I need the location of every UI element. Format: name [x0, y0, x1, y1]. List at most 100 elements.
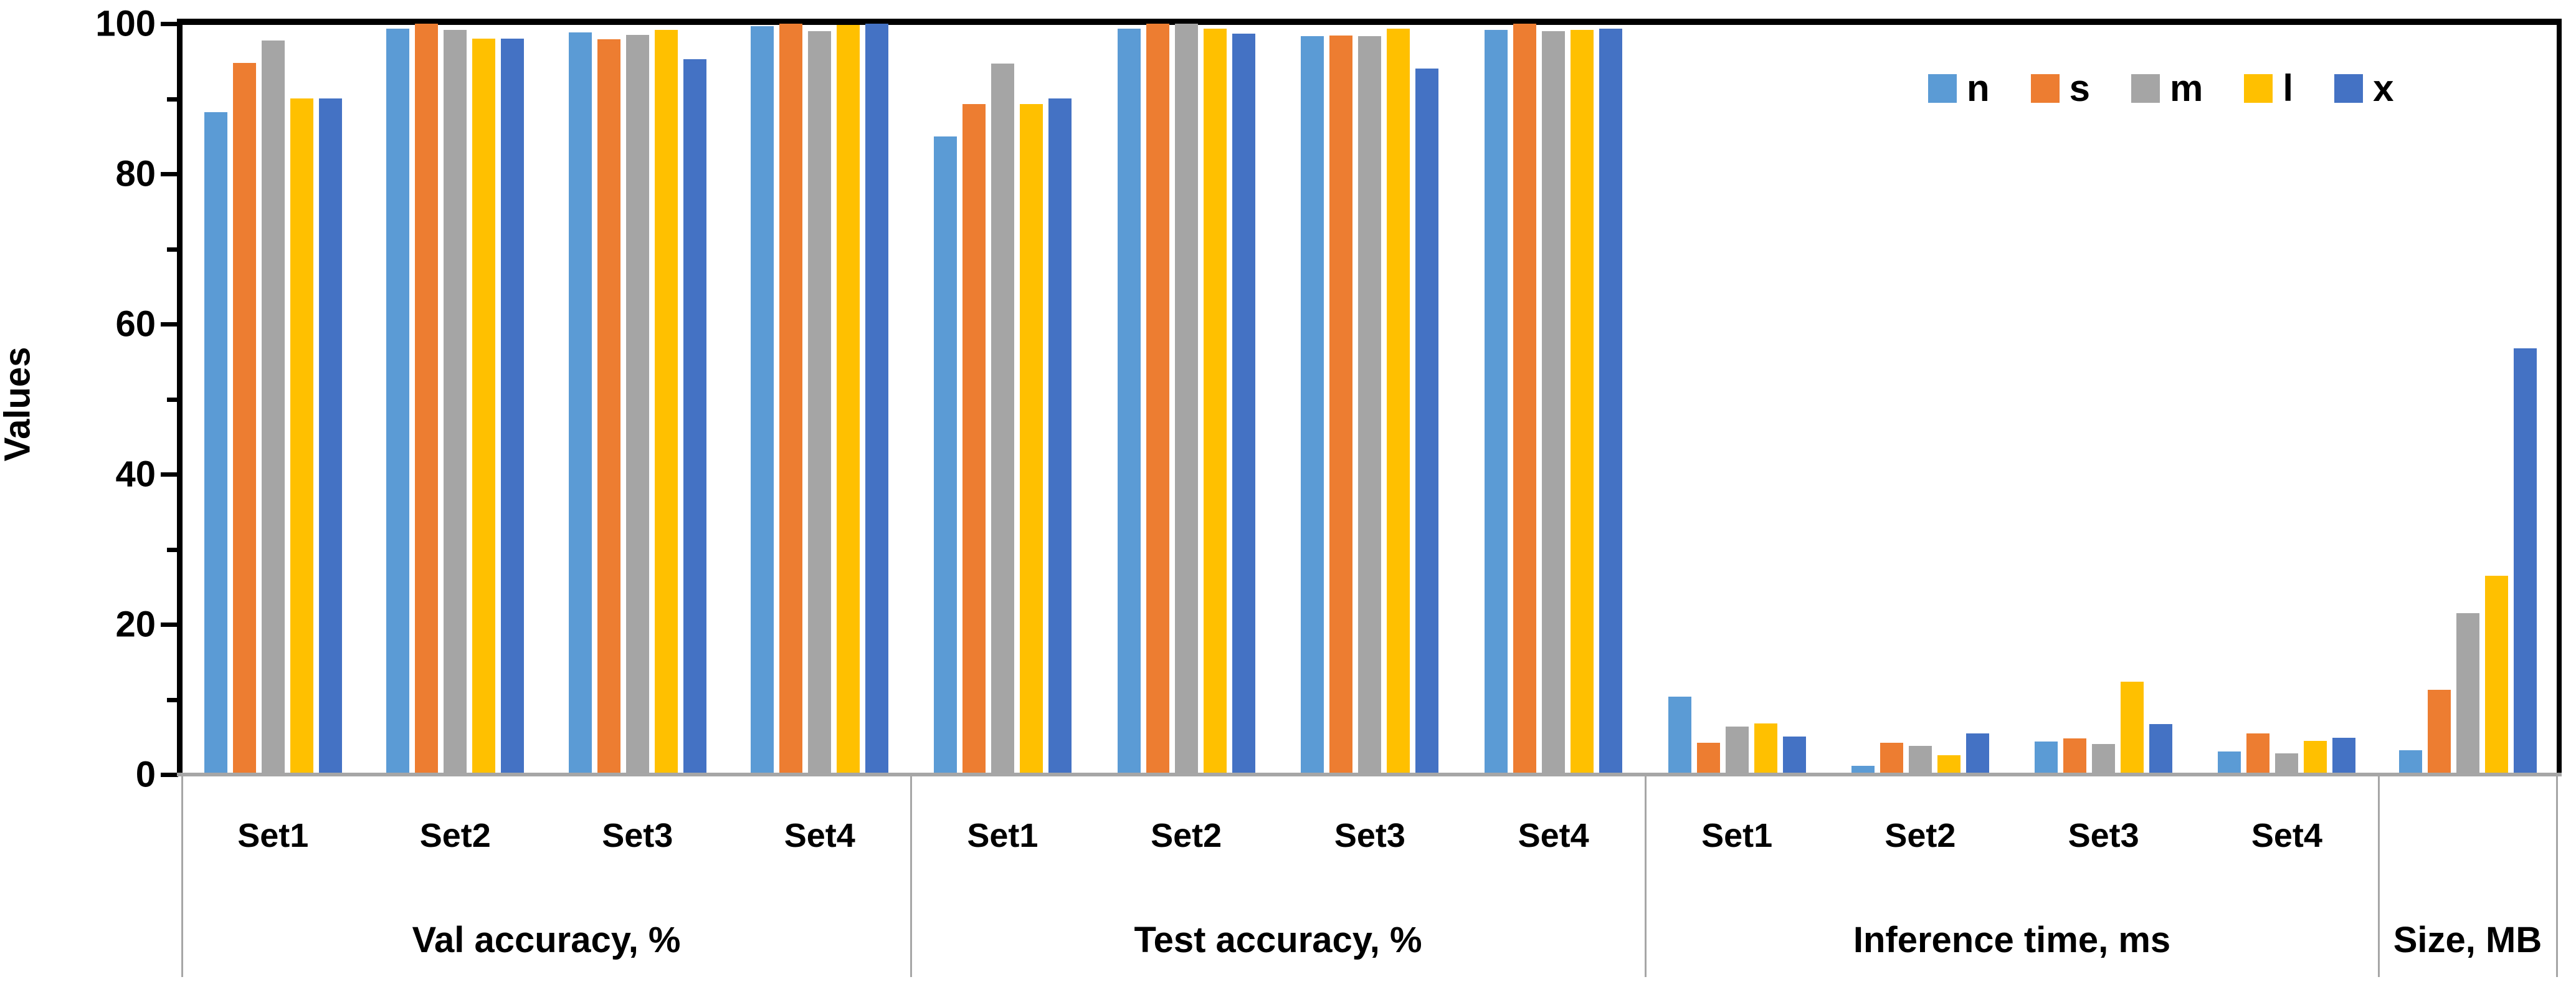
bar-s	[415, 24, 438, 775]
bar-x	[865, 24, 888, 775]
legend-item: s	[2030, 67, 2091, 109]
y-tick-label: 20	[115, 604, 156, 645]
bar-n	[569, 32, 592, 775]
y-axis-title: Values	[0, 346, 38, 462]
bar-l	[472, 39, 495, 775]
y-major-tick	[161, 773, 178, 777]
y-major-tick	[161, 322, 178, 327]
bar-n	[2399, 750, 2422, 775]
bar-m	[2092, 744, 2115, 775]
y-major-tick	[161, 623, 178, 627]
bar-l	[1937, 755, 1961, 775]
bar-s	[2428, 690, 2451, 775]
y-tick-label: 0	[135, 754, 156, 795]
bar-l	[837, 25, 860, 775]
bar-m	[1909, 746, 1932, 775]
legend-swatch-n	[1928, 74, 1957, 103]
bar-s	[2246, 733, 2269, 775]
y-tick-label: 60	[115, 303, 156, 345]
group-label: Test accuracy, %	[1134, 920, 1422, 960]
y-major-tick	[161, 472, 178, 477]
bar-x	[1048, 98, 1072, 775]
group-divider	[2556, 776, 2558, 977]
category-label: Set4	[784, 817, 855, 854]
legend-item: m	[2131, 70, 2203, 107]
bar-s	[233, 63, 256, 775]
group-label: Val accuracy, %	[412, 920, 681, 960]
bar-x	[2514, 348, 2537, 775]
category-label: Set1	[967, 817, 1038, 854]
legend-swatch-m	[2131, 74, 2160, 103]
group-divider	[910, 776, 912, 977]
bar-l	[1571, 30, 1594, 775]
legend-swatch-l	[2244, 74, 2273, 103]
y-minor-tick	[167, 397, 178, 402]
legend-label: l	[2283, 67, 2294, 109]
legend-label: x	[2373, 67, 2394, 109]
bar-x	[2332, 738, 2355, 775]
bar-n	[1301, 36, 1324, 775]
bar-m	[1726, 727, 1749, 775]
legend-item: n	[1928, 70, 1990, 107]
bar-n	[1668, 697, 1691, 775]
group-divider	[2378, 776, 2380, 977]
bar-x	[2149, 724, 2172, 775]
bar-m	[626, 35, 649, 775]
group-divider	[181, 776, 183, 977]
category-label: Set2	[1151, 817, 1222, 854]
y-major-tick	[161, 172, 178, 176]
bar-m	[2275, 753, 2298, 775]
category-label: Set2	[419, 817, 491, 854]
bar-l	[2121, 682, 2144, 775]
bar-s	[1513, 24, 1536, 775]
bar-n	[1485, 30, 1508, 775]
category-label: Set1	[1701, 817, 1773, 854]
y-minor-tick	[167, 97, 178, 102]
bar-m	[1358, 36, 1381, 775]
bar-l	[655, 30, 678, 775]
bar-s	[597, 39, 620, 775]
y-major-tick	[161, 22, 178, 26]
bar-s	[1880, 743, 1903, 775]
bar-n	[2035, 742, 2058, 775]
bar-n	[934, 136, 957, 775]
legend-item: x	[2334, 70, 2393, 107]
category-label: Set2	[1884, 817, 1956, 854]
bar-s	[1697, 743, 1720, 775]
bar-x	[1232, 34, 1255, 775]
bar-n	[751, 26, 774, 775]
x-axis-line	[177, 773, 2562, 776]
y-tick-label: 80	[115, 153, 156, 194]
bar-x	[1783, 737, 1806, 775]
legend-swatch-x	[2334, 74, 2364, 103]
category-label: Set3	[2068, 817, 2139, 854]
bar-l	[1387, 29, 1410, 775]
y-minor-tick	[167, 547, 178, 552]
group-label: Size, MB	[2393, 920, 2542, 960]
bar-x	[1415, 69, 1438, 775]
group-divider	[1645, 776, 1647, 977]
bar-l	[290, 98, 313, 775]
legend-item: l	[2244, 70, 2293, 107]
bar-l	[1020, 104, 1043, 775]
group-label: Inference time, ms	[1853, 920, 2171, 960]
bar-l	[1204, 29, 1227, 775]
bar-s	[2063, 738, 2086, 775]
category-label: Set1	[237, 817, 309, 854]
y-tick-label: 100	[95, 3, 156, 44]
bar-s	[1329, 36, 1352, 775]
category-label: Set4	[2251, 817, 2322, 854]
bar-s	[962, 104, 986, 775]
legend-swatch-s	[2030, 74, 2060, 103]
bar-m	[262, 41, 285, 775]
category-label: Set3	[1334, 817, 1405, 854]
bar-l	[2304, 741, 2327, 775]
legend-label: m	[2170, 67, 2203, 109]
bar-m	[2456, 613, 2479, 775]
bar-l	[2485, 576, 2508, 775]
bar-s	[1146, 24, 1169, 775]
legend-label: s	[2069, 67, 2091, 109]
bar-m	[808, 31, 831, 775]
